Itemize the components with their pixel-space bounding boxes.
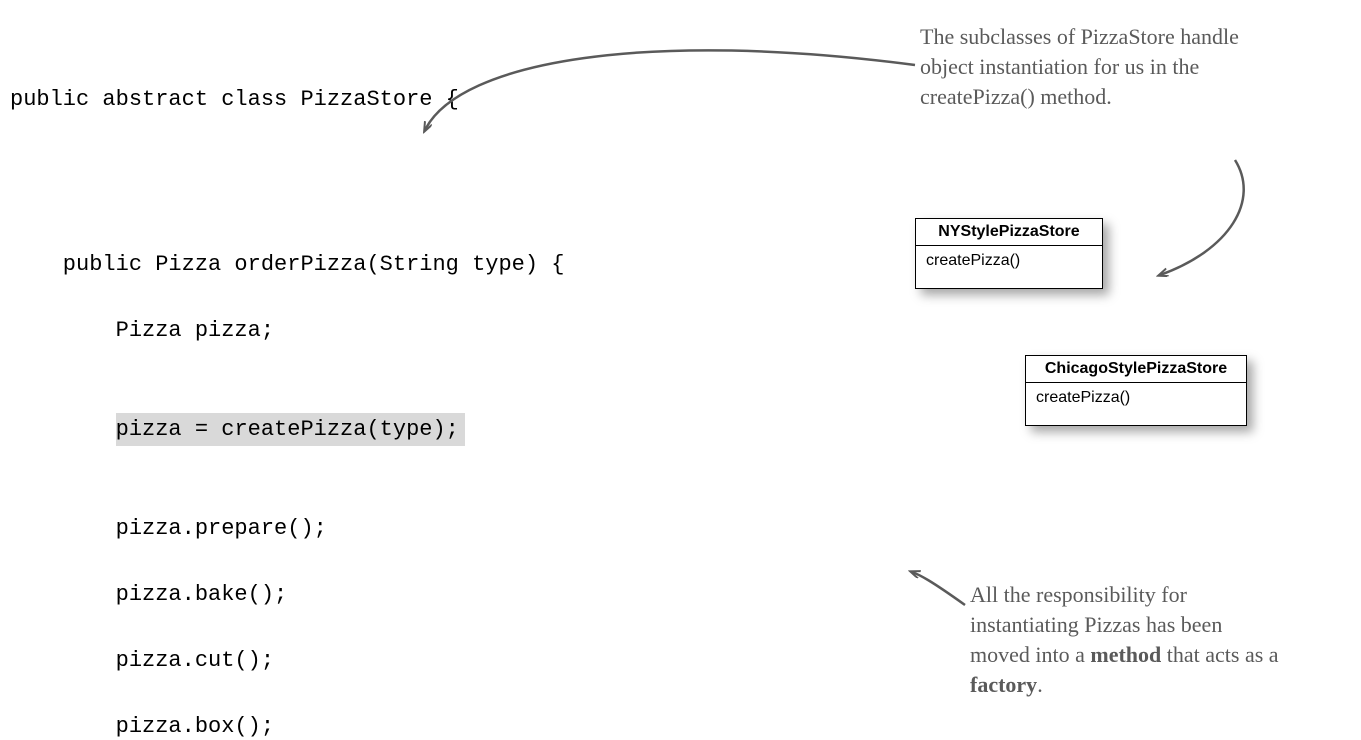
code-line: Pizza pizza; [10,314,843,347]
uml-method: createPizza() [1026,383,1246,425]
code-line: pizza.cut(); [10,644,843,677]
code-line-highlight: pizza = createPizza(type); [10,413,843,446]
code-line: pizza.box(); [10,710,843,740]
code-line: public abstract class PizzaStore { [10,83,843,116]
code-line: public Pizza orderPizza(String type) { [10,248,843,281]
arrow-top-to-uml [1160,160,1244,275]
uml-nystyle: NYStylePizzaStore createPizza() [915,218,1103,289]
code-block: public abstract class PizzaStore { publi… [10,50,843,740]
uml-method: createPizza() [916,246,1102,288]
annotation-top: The subclasses of PizzaStore handle obje… [920,22,1240,112]
uml-title: ChicagoStylePizzaStore [1026,356,1246,383]
uml-chicagostyle: ChicagoStylePizzaStore createPizza() [1025,355,1247,426]
code-line: pizza.prepare(); [10,512,843,545]
annotation-bottom: All the responsibility for instantiating… [970,580,1280,700]
uml-title: NYStylePizzaStore [916,219,1102,246]
code-line: pizza.bake(); [10,578,843,611]
arrow-bottom-to-code [912,572,965,605]
